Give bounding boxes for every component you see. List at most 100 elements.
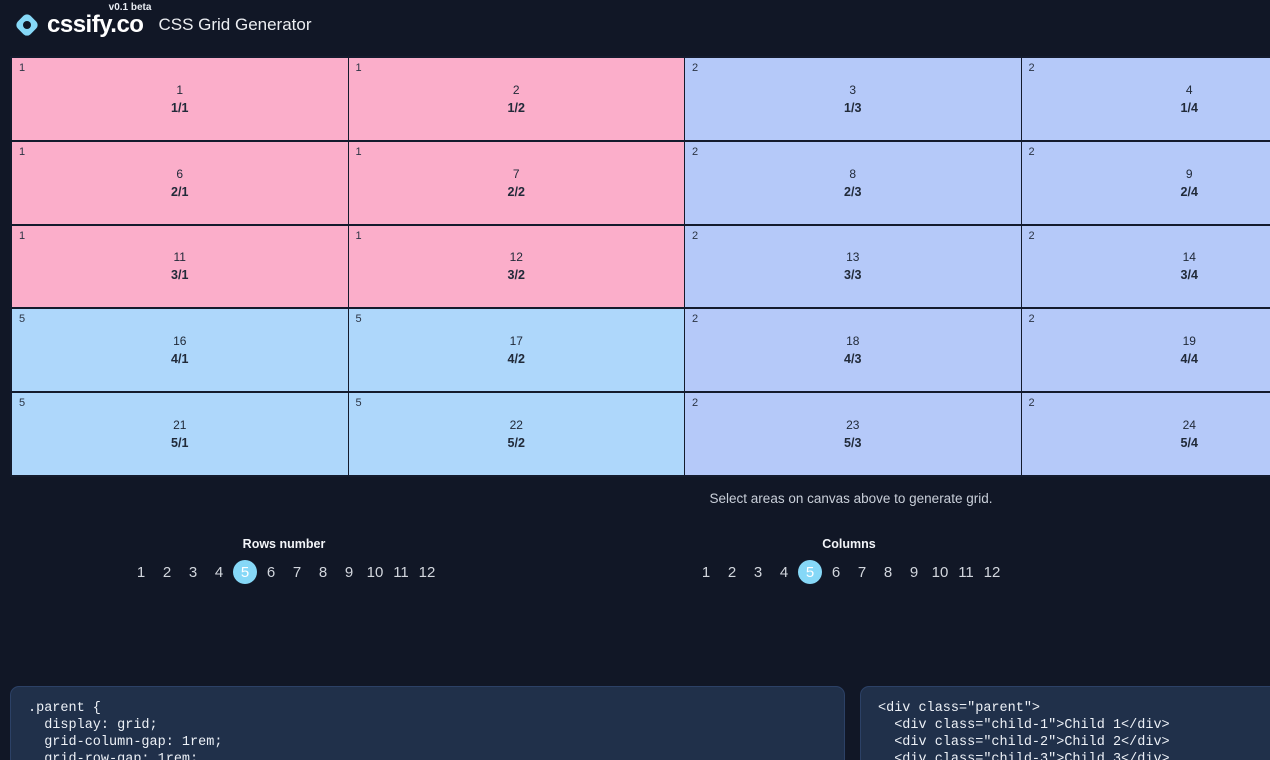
grid-cell[interactable]: 2 18 4/3: [685, 309, 1022, 394]
columns-control: Columns 1 2 3 4 5 6 7 8 9 10 11 12: [694, 537, 1004, 584]
grid-cell[interactable]: 1 12 3/2: [348, 225, 685, 310]
rows-option-5[interactable]: 5: [233, 560, 257, 584]
grid-cell[interactable]: 2 9 2/4: [1021, 141, 1270, 226]
cell-position: 4/4: [1180, 352, 1198, 367]
code-line: .parent {: [28, 701, 101, 716]
grid-cell[interactable]: 2 19 4/4: [1021, 309, 1270, 394]
columns-option-11[interactable]: 11: [958, 563, 974, 581]
columns-option-1[interactable]: 1: [701, 563, 711, 581]
cell-index: 8: [849, 166, 857, 181]
grid-cell[interactable]: 2 23 5/3: [685, 393, 1022, 477]
columns-option-9[interactable]: 9: [909, 563, 919, 581]
rows-option-6[interactable]: 6: [266, 563, 276, 581]
css-code-panel: .parent { display: grid; grid-column-gap…: [10, 686, 845, 760]
cell-index: 21: [173, 418, 187, 433]
cell-position: 2/1: [171, 184, 189, 199]
rows-number-label: Rows number: [242, 537, 326, 551]
grid-cell[interactable]: 2 4 1/4: [1021, 58, 1270, 142]
cell-position: 2/3: [844, 184, 862, 199]
rows-option-1[interactable]: 1: [136, 563, 146, 581]
cell-area-number: 5: [355, 313, 362, 326]
code-line: grid-row-gap: 1rem;: [28, 752, 199, 760]
rows-option-3[interactable]: 3: [188, 563, 198, 581]
cell-index: 24: [1182, 418, 1196, 433]
brand-logo-icon[interactable]: [14, 12, 40, 38]
brand-text: cssify.co: [47, 11, 144, 38]
app-header: cssify.co v0.1 beta CSS Grid Generator: [0, 0, 1270, 50]
columns-options: 1 2 3 4 5 6 7 8 9 10 11 12: [694, 560, 1004, 584]
cell-area-number: 1: [19, 145, 26, 158]
cell-index: 14: [1182, 250, 1196, 265]
grid-cell[interactable]: 2 3 1/3: [685, 58, 1022, 142]
html-code-panel: <div class="parent"> <div class="child-1…: [860, 686, 1270, 760]
grid-cell[interactable]: 2 14 3/4: [1021, 225, 1270, 310]
cell-area-number: 2: [1028, 145, 1035, 158]
columns-option-7[interactable]: 7: [857, 563, 867, 581]
columns-option-2[interactable]: 2: [727, 563, 737, 581]
version-badge: v0.1 beta: [108, 2, 152, 13]
grid-canvas: 1 1 1/1 1 2 1/2 2 3 1/3 2 4 1/4 1 6 2/1 1 7 2/2 2 8 2/3 2 9 2/4…: [10, 56, 1270, 477]
code-line: <div class="child-2">Child 2</div>: [878, 735, 1170, 750]
cell-area-number: 2: [692, 229, 699, 242]
grid-cell[interactable]: 1 7 2/2: [348, 141, 685, 226]
grid-cell[interactable]: 2 24 5/4: [1021, 393, 1270, 477]
cell-index: 4: [1185, 82, 1193, 97]
cell-position: 1/1: [171, 100, 189, 115]
cell-area-number: 1: [19, 229, 26, 242]
rows-option-8[interactable]: 8: [318, 563, 328, 581]
rows-option-12[interactable]: 12: [418, 563, 436, 581]
cell-area-number: 2: [692, 62, 699, 74]
cell-index: 18: [846, 334, 860, 349]
rows-option-7[interactable]: 7: [292, 563, 302, 581]
rows-number-options: 1 2 3 4 5 6 7 8 9 10 11 12: [129, 560, 439, 584]
grid-cell[interactable]: 2 13 3/3: [685, 225, 1022, 310]
cell-index: 13: [846, 250, 860, 265]
rows-option-2[interactable]: 2: [162, 563, 172, 581]
columns-option-4[interactable]: 4: [779, 563, 789, 581]
canvas-hint-text: Select areas on canvas above to generate…: [709, 491, 993, 506]
grid-cell[interactable]: 5 21 5/1: [12, 393, 349, 477]
rows-option-10[interactable]: 10: [366, 563, 384, 581]
cell-area-number: 1: [355, 145, 362, 158]
grid-cell[interactable]: 1 6 2/1: [12, 141, 349, 226]
grid-cell[interactable]: 5 16 4/1: [12, 309, 349, 394]
columns-label: Columns: [822, 537, 876, 551]
cell-position: 2/4: [1180, 184, 1198, 199]
columns-option-5[interactable]: 5: [798, 560, 822, 584]
cell-position: 5/2: [507, 436, 525, 451]
grid-cell[interactable]: 1 2 1/2: [348, 58, 685, 142]
grid-cell[interactable]: 1 1 1/1: [12, 58, 349, 142]
grid-cell[interactable]: 5 17 4/2: [348, 309, 685, 394]
cell-index: 19: [1182, 334, 1196, 349]
cell-position: 1/4: [1180, 100, 1198, 115]
cell-position: 4/2: [507, 352, 525, 367]
cell-index: 23: [846, 418, 860, 433]
page-title: CSS Grid Generator: [158, 15, 312, 34]
cell-position: 5/1: [171, 436, 189, 451]
cell-area-number: 1: [355, 62, 362, 74]
cell-index: 7: [512, 166, 520, 181]
cell-index: 9: [1185, 166, 1193, 181]
cell-position: 3/4: [1180, 268, 1198, 283]
grid-cell[interactable]: 1 11 3/1: [12, 225, 349, 310]
cell-index: 12: [509, 250, 523, 265]
brand-name[interactable]: cssify.co v0.1 beta: [47, 2, 151, 39]
columns-option-8[interactable]: 8: [883, 563, 893, 581]
rows-option-9[interactable]: 9: [344, 563, 354, 581]
columns-option-3[interactable]: 3: [753, 563, 763, 581]
code-line: <div class="child-3">Child 3</div>: [878, 752, 1170, 760]
cell-area-number: 1: [355, 229, 362, 242]
cell-area-number: 2: [1028, 62, 1035, 74]
grid-cell[interactable]: 2 8 2/3: [685, 141, 1022, 226]
cell-index: 1: [176, 82, 184, 97]
columns-option-6[interactable]: 6: [831, 563, 841, 581]
cell-position: 3/1: [171, 268, 189, 283]
columns-option-12[interactable]: 12: [983, 563, 1001, 581]
cell-area-number: 2: [1028, 229, 1035, 242]
rows-option-11[interactable]: 11: [393, 563, 409, 581]
columns-option-10[interactable]: 10: [931, 563, 949, 581]
rows-option-4[interactable]: 4: [214, 563, 224, 581]
grid-cell[interactable]: 5 22 5/2: [348, 393, 685, 477]
code-line: <div class="parent">: [878, 701, 1041, 716]
